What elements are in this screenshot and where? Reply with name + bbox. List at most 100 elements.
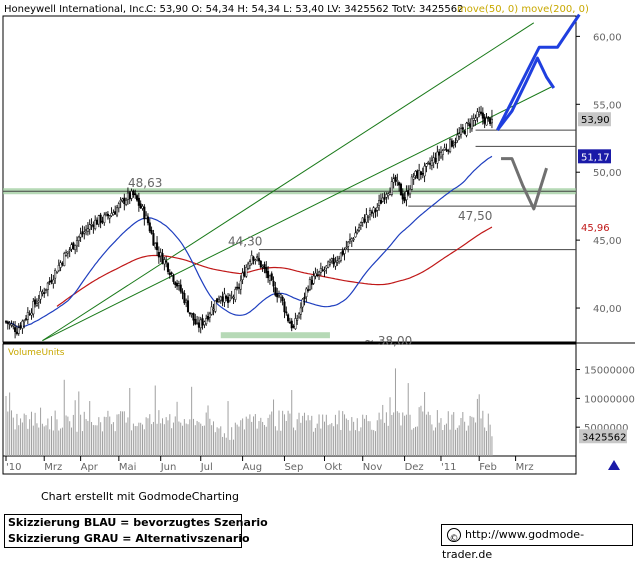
candle-body-186 [343,249,346,254]
candle-body-143 [265,267,268,274]
candle-body-177 [327,261,330,268]
candle-body-250 [459,128,463,135]
candle-body-232 [427,162,430,164]
candle-body-227 [418,170,421,180]
candle-body-4 [12,325,15,327]
candle-body-224 [412,176,415,180]
x-tick-label-5: Jul [200,462,213,473]
scroll-right-icon[interactable] [608,460,620,470]
y-tick-label-3: 55,00 [593,100,622,111]
candle-body-91 [170,272,173,274]
candle-body-73 [137,197,140,206]
candle-body-198 [365,214,368,223]
candle-body-13 [28,313,31,315]
candle-body-36 [70,244,73,250]
candle-body-193 [356,230,359,234]
candle-body-1 [6,321,9,324]
x-tick-label-10: Dez [405,462,424,473]
candle-body-174 [321,269,324,271]
candle-body-53 [101,220,104,223]
candle-body-149 [276,293,279,298]
source-url-box[interactable]: © http://www.godmode-trader.de [441,524,633,561]
candle-body-71 [134,193,137,196]
candle-body-57 [108,215,111,219]
candle-body-5 [14,327,17,332]
candle-body-48 [92,224,95,228]
candle-body-266 [489,118,492,124]
price-panel-frame [2,15,577,343]
candle-body-39 [75,240,79,247]
candle-body-23 [46,282,49,290]
candle-body-111 [206,315,210,320]
candle-body-262 [481,112,484,119]
candle-body-173 [319,268,322,273]
price-badge-bg-0 [578,112,611,127]
candle-body-40 [77,236,80,242]
ma200-line [56,226,493,307]
candle-body-86 [161,253,164,264]
candle-body-26 [52,279,55,284]
candle-body-158 [292,325,295,328]
support-zone-1 [220,332,330,339]
candle-body-90 [168,272,171,276]
candle-body-49 [94,219,97,229]
candle-body-32 [63,253,66,266]
candle-body-97 [181,291,184,294]
candle-body-102 [190,313,193,315]
candle-body-181 [334,261,337,267]
candle-body-141 [261,265,264,268]
candle-body-221 [407,190,410,195]
candle-body-136 [252,256,255,261]
candle-body-138 [256,256,259,259]
candle-body-120 [223,293,226,303]
candle-body-233 [429,163,432,165]
candle-body-47 [90,224,93,226]
candle-body-247 [454,141,457,144]
candle-body-145 [268,275,271,281]
candle-body-176 [325,265,328,269]
candle-body-122 [226,297,230,303]
candle-body-166 [307,289,310,291]
candle-body-112 [208,313,211,318]
chart-svg: Honeywell International, Inc. C: 53,90 O… [2,4,635,475]
candle-body-21 [43,292,46,294]
candle-body-261 [479,111,483,114]
candle-body-199 [367,216,370,218]
scenario-blue-path-alt [496,13,581,131]
candle-body-131 [243,271,246,277]
candle-body-182 [336,260,339,263]
price-badge-bg-2 [578,220,611,235]
candle-body-88 [165,260,168,263]
source-url[interactable]: http://www.godmode-trader.de [442,528,585,561]
x-tick-label-4: Jun [160,462,177,473]
candle-body-238 [438,151,441,156]
candle-body-132 [245,267,248,277]
candle-body-127 [236,286,239,289]
candle-body-202 [372,207,375,214]
candle-body-9 [21,320,24,329]
candle-body-222 [408,188,412,195]
candle-body-235 [432,157,435,163]
candle-body-206 [379,200,382,204]
candle-body-194 [358,227,361,231]
candle-body-55 [105,212,108,215]
candle-body-38 [74,245,77,251]
candle-body-160 [296,318,299,321]
price-badge-label-2: 45,96 [581,223,610,234]
candle-body-230 [423,165,426,177]
candle-body-226 [416,170,419,179]
candle-body-134 [248,261,251,266]
candle-body-125 [232,296,235,299]
candle-body-213 [392,178,395,183]
candle-body-263 [483,116,486,124]
candle-body-74 [139,203,142,209]
candle-body-123 [228,295,231,301]
candle-body-10 [23,320,26,323]
candle-body-201 [370,211,373,214]
candle-body-217 [399,183,402,196]
candle-body-190 [350,238,353,242]
candle-body-14 [30,312,33,316]
candle-body-188 [347,241,350,247]
candle-body-58 [110,213,113,217]
candle-body-139 [257,258,261,262]
